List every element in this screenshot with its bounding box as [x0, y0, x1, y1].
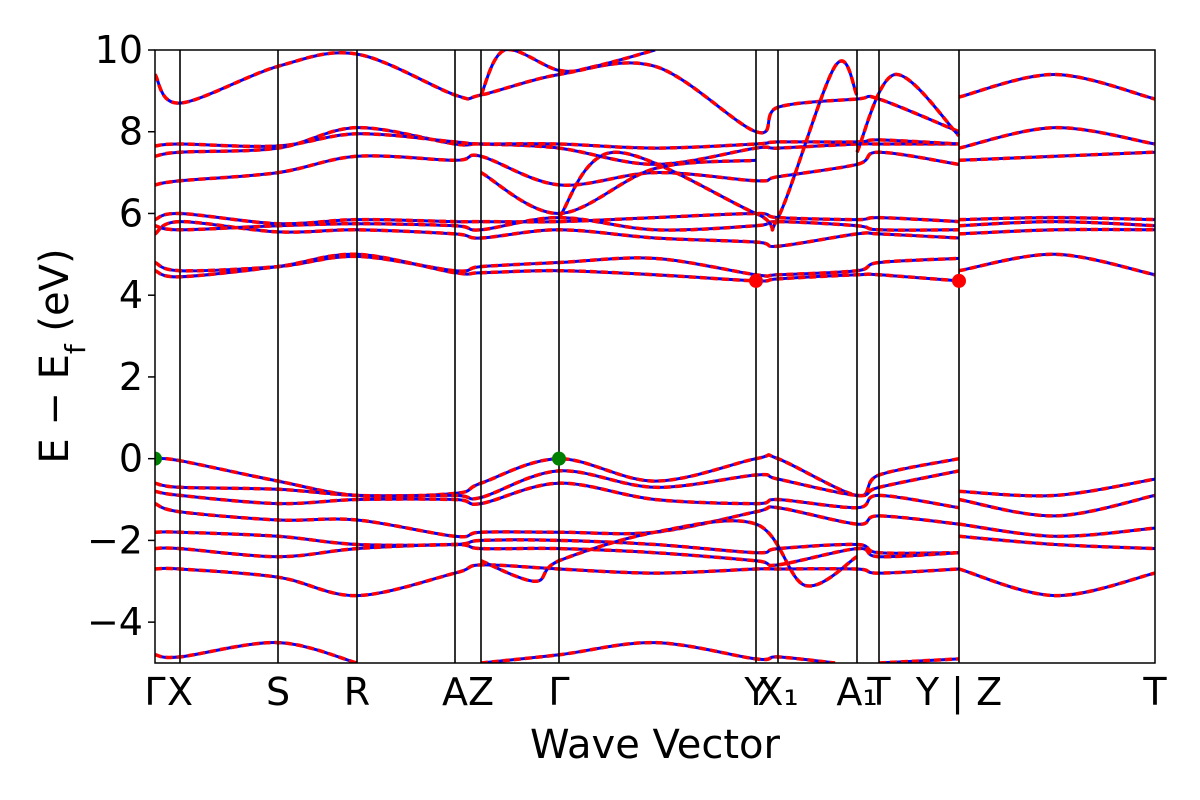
x-tick-label: A [442, 670, 468, 714]
band-line-red [958, 219, 1155, 228]
band-line-red [958, 252, 1155, 277]
band-line-blue [958, 493, 1155, 518]
band-lines [155, 50, 1155, 663]
y-tick-label: −4 [87, 600, 143, 644]
band-line-red [958, 227, 1155, 236]
x-tick-label: Y [743, 670, 768, 714]
y-axis-title-units: (eV) [32, 248, 78, 344]
x-tick-label: Γ [548, 670, 569, 714]
band-line-red [480, 640, 836, 663]
y-tick-label: −2 [87, 518, 143, 562]
x-axis-title: Wave Vector [530, 722, 781, 768]
band-line-blue [480, 641, 836, 663]
y-axis-title-main: E − E [32, 354, 78, 464]
y-tick-label: 6 [119, 191, 143, 235]
y-axis-title-sub: f [59, 343, 92, 354]
x-tick-label: Z [468, 670, 494, 714]
y-tick-label: 2 [119, 355, 143, 399]
band-line-red [855, 72, 961, 153]
y-axis-title: E − Ef (eV) [32, 248, 92, 463]
band-line-red [958, 534, 1155, 551]
x-tick-label: S [266, 670, 290, 714]
x-tick-label: R [344, 670, 370, 714]
x-tick-label: X₁ [757, 670, 798, 714]
cbm-marker [952, 273, 966, 288]
y-tick-label: 4 [119, 273, 143, 317]
x-tick-label: T [1142, 670, 1167, 714]
y-axis: −4 −2 0 2 4 6 8 10 [87, 28, 155, 644]
band-line-red [155, 640, 358, 663]
band-edge-markers [155, 273, 966, 466]
band-line-blue [958, 252, 1155, 277]
band-line-red [958, 215, 1155, 222]
high-symmetry-lines [179, 50, 960, 663]
band-line-red [155, 150, 960, 187]
x-tick-label: X [167, 670, 193, 714]
band-line-red [958, 493, 1155, 518]
band-line-red [480, 518, 858, 588]
x-tick-label: T [866, 670, 891, 714]
band-line-red [958, 72, 1155, 101]
y-tick-label: 0 [119, 437, 143, 481]
band-line-red [958, 477, 1155, 498]
band-line-red [155, 50, 960, 135]
band-line-red [155, 469, 960, 501]
x-tick-label: Γ [144, 670, 165, 714]
cbm-marker [749, 273, 763, 288]
band-line-blue [155, 51, 960, 135]
band-line-red [480, 158, 757, 216]
band-line-red [958, 522, 1155, 539]
band-line-blue [958, 72, 1155, 101]
vbm-marker [155, 451, 162, 466]
y-tick-label: 10 [95, 28, 143, 72]
band-line-red [557, 59, 859, 232]
plot-frame [154, 49, 1156, 664]
band-line-red [958, 150, 1155, 163]
band-line-blue [155, 641, 358, 663]
vbm-marker [552, 451, 566, 466]
y-tick-label: 8 [119, 110, 143, 154]
band-line-red [958, 125, 1155, 150]
band-line-blue [958, 477, 1155, 498]
band-line-blue [155, 469, 960, 501]
x-tick-label: Y | Z [915, 670, 1002, 715]
band-line-red [958, 567, 1155, 598]
x-tick-label: A₁ [836, 670, 877, 714]
